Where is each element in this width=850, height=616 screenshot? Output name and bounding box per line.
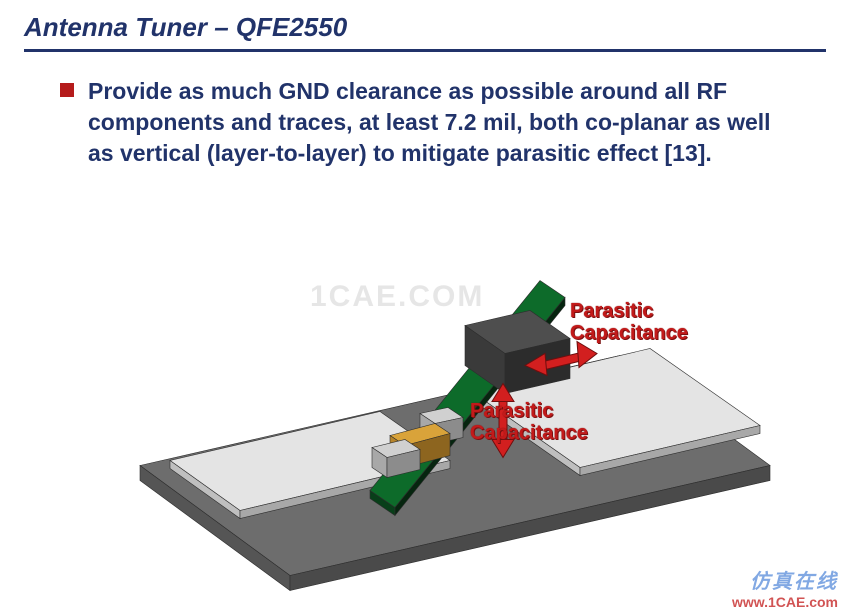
diagram: [0, 235, 850, 616]
bullet-marker-icon: [60, 83, 74, 97]
annotation-upper: ParasiticCapacitance: [570, 300, 688, 344]
bullet-item: Provide as much GND clearance as possibl…: [60, 76, 790, 169]
title-area: Antenna Tuner – QFE2550: [0, 0, 850, 52]
body-area: Provide as much GND clearance as possibl…: [0, 52, 850, 169]
slide: Antenna Tuner – QFE2550 Provide as much …: [0, 0, 850, 616]
bullet-text: Provide as much GND clearance as possibl…: [88, 76, 790, 169]
diagram-svg: [0, 235, 850, 616]
annotation-lower: ParasiticCapacitance: [470, 400, 588, 444]
slide-title: Antenna Tuner – QFE2550: [24, 12, 826, 43]
